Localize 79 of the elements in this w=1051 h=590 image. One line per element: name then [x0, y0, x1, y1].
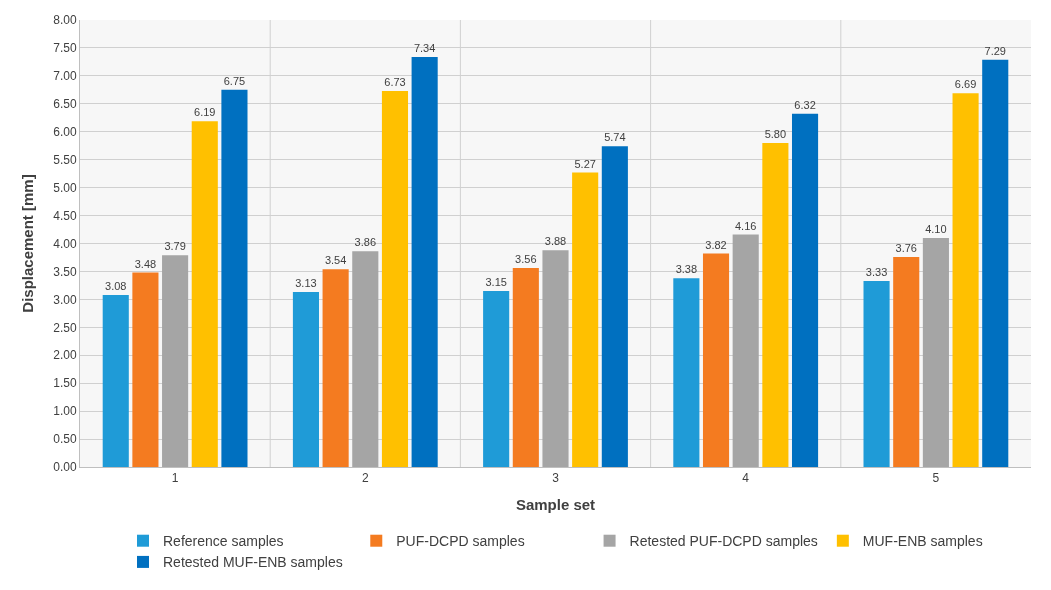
bar — [952, 93, 979, 467]
data-label: 4.10 — [925, 222, 947, 235]
bar — [292, 292, 320, 467]
data-label: 3.54 — [324, 254, 347, 267]
y-tick-label: 4.00 — [53, 236, 77, 251]
y-tick-label: 2.00 — [53, 348, 77, 363]
data-label: 3.76 — [895, 241, 917, 254]
data-label: 5.27 — [574, 157, 596, 170]
data-label: 3.15 — [485, 275, 507, 288]
bar — [673, 278, 700, 467]
data-label: 6.73 — [384, 75, 406, 88]
y-tick-label: 0.50 — [53, 432, 77, 447]
x-axis-title: Sample set — [515, 496, 596, 514]
data-label: 3.88 — [544, 235, 567, 248]
data-label: 5.80 — [764, 127, 787, 140]
data-label: 3.08 — [105, 279, 127, 292]
data-label: 7.29 — [984, 44, 1006, 57]
y-tick-label: 1.50 — [53, 376, 77, 391]
bar — [132, 272, 159, 467]
y-tick-label: 1.00 — [53, 404, 77, 419]
data-label: 3.82 — [705, 238, 727, 251]
bar — [791, 113, 819, 467]
legend-label: PUF-DCPD samples — [396, 533, 525, 550]
bar — [762, 142, 789, 467]
data-label: 3.38 — [675, 263, 698, 276]
bar — [162, 255, 189, 467]
x-tick-label: 2 — [361, 471, 369, 486]
y-tick-label: 5.50 — [53, 152, 77, 167]
y-tick-label: 6.50 — [53, 97, 77, 112]
data-label: 6.69 — [954, 78, 977, 91]
legend-label: Reference samples — [163, 533, 284, 550]
bar — [191, 121, 218, 467]
y-axis-title: Displacement [mm] — [19, 174, 37, 313]
x-tick-label: 3 — [552, 471, 560, 486]
y-tick-label: 0.00 — [53, 460, 77, 475]
legend-label: Retested MUF-ENB samples — [163, 554, 343, 571]
data-label: 6.32 — [794, 98, 816, 111]
data-label: 3.13 — [295, 277, 317, 290]
data-label: 7.34 — [413, 41, 436, 54]
x-tick-label: 5 — [932, 471, 940, 486]
y-tick-label: 3.00 — [53, 292, 77, 307]
bar — [893, 256, 920, 467]
bar — [102, 294, 129, 467]
bar — [922, 237, 949, 467]
x-tick-label: 1 — [171, 471, 179, 486]
data-label: 3.33 — [865, 265, 888, 278]
bar — [483, 290, 510, 467]
y-tick-label: 3.50 — [53, 264, 77, 279]
y-tick-label: 6.00 — [53, 124, 77, 139]
bar — [352, 251, 379, 467]
bar — [322, 269, 349, 467]
data-label: 5.74 — [604, 131, 626, 144]
y-tick-label: 5.00 — [53, 180, 77, 195]
data-label: 6.19 — [194, 106, 216, 119]
data-label: 3.86 — [354, 236, 377, 249]
bar — [512, 268, 539, 467]
y-tick-label: 4.50 — [53, 208, 77, 223]
bar — [702, 253, 730, 467]
bar — [572, 172, 599, 467]
data-label: 3.56 — [515, 253, 537, 266]
bar — [863, 280, 890, 467]
y-tick-label: 8.00 — [53, 13, 77, 28]
bar — [601, 146, 628, 467]
data-label: 3.48 — [134, 257, 157, 270]
legend-label: MUF-ENB samples — [862, 533, 983, 550]
legend-label: Retested PUF-DCPD samples — [629, 533, 818, 550]
bar — [542, 250, 569, 467]
bar — [381, 90, 409, 467]
bar — [411, 56, 438, 467]
data-label: 4.16 — [734, 219, 757, 232]
data-label: 3.79 — [164, 240, 186, 253]
bar — [221, 89, 248, 467]
y-tick-label: 7.50 — [53, 41, 77, 56]
x-tick-label: 4 — [742, 471, 750, 486]
bar — [982, 59, 1009, 467]
y-tick-label: 2.50 — [53, 320, 77, 335]
y-tick-label: 7.00 — [53, 69, 77, 84]
bar — [732, 234, 759, 467]
data-label: 6.75 — [223, 74, 246, 87]
